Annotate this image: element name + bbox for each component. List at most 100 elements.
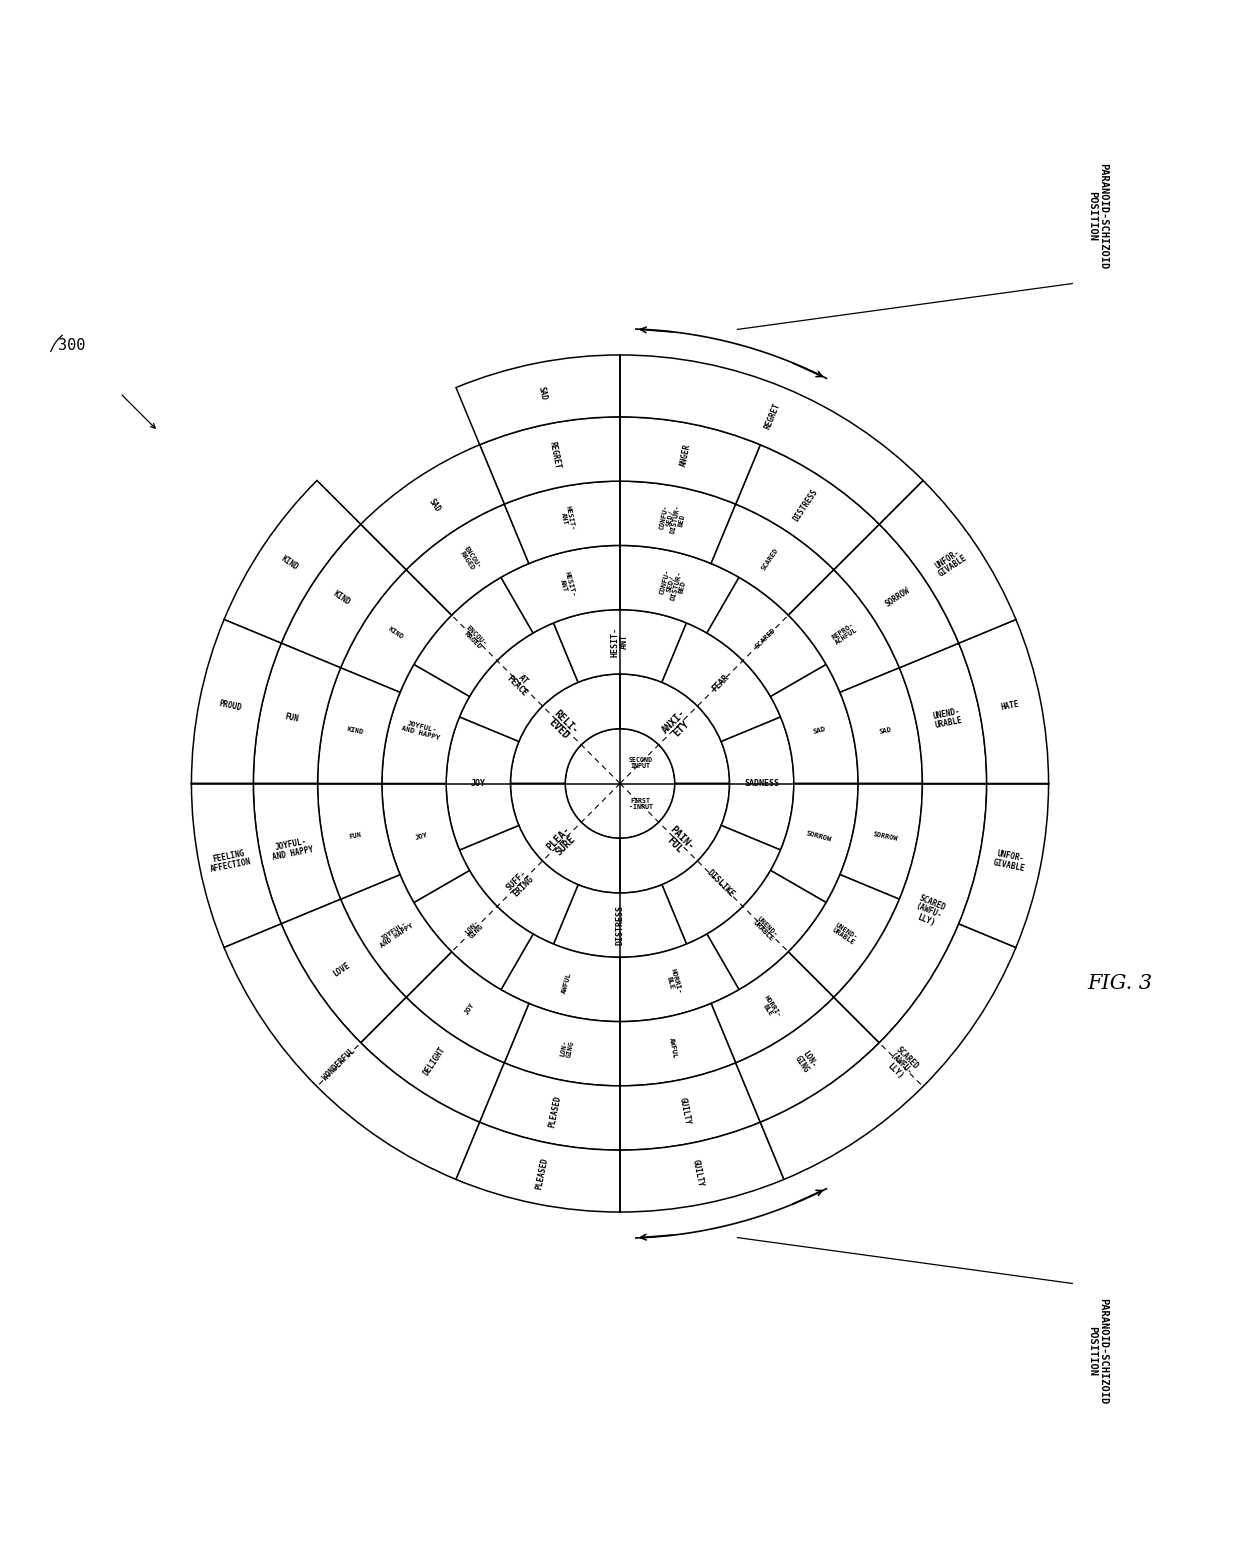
Text: HESIT-
ANT: HESIT- ANT [611,627,629,657]
Wedge shape [770,784,858,903]
Wedge shape [620,1122,784,1211]
Text: SCARED: SCARED [754,627,777,649]
Text: JOY: JOY [464,1001,476,1015]
Text: REGRET: REGRET [548,440,562,470]
Text: SAD: SAD [812,726,826,735]
Wedge shape [511,674,620,784]
Text: HORRI-
BLE: HORRI- BLE [665,968,682,997]
Text: PLEASED: PLEASED [547,1095,562,1128]
Wedge shape [722,718,794,849]
Wedge shape [707,870,826,990]
Wedge shape [341,570,451,693]
Wedge shape [341,874,451,997]
Text: JOYFUL-
AND HAPPY: JOYFUL- AND HAPPY [376,918,414,950]
Text: SAD: SAD [537,385,548,401]
Wedge shape [317,784,401,899]
Wedge shape [620,481,735,564]
Wedge shape [735,997,879,1122]
Text: AWFUL: AWFUL [560,972,573,993]
Text: DISTRESS: DISTRESS [792,487,820,523]
Wedge shape [620,356,923,525]
Text: DELIGHT: DELIGHT [422,1045,446,1078]
Wedge shape [281,899,407,1042]
Text: HESIT-
ANT: HESIT- ANT [558,570,575,599]
Text: UNEND-
URABLE: UNEND- URABLE [753,915,779,943]
Text: KIND: KIND [346,726,363,735]
Wedge shape [407,505,529,616]
Text: DISLIKE: DISLIKE [704,868,735,899]
Text: SORROW: SORROW [872,831,898,841]
Wedge shape [505,1003,620,1086]
Text: PROUD: PROUD [218,699,242,713]
Wedge shape [253,784,341,925]
Text: FIG. 3: FIG. 3 [1087,975,1152,993]
Wedge shape [511,784,620,893]
Text: SORROW: SORROW [884,586,913,610]
Wedge shape [224,481,361,642]
Wedge shape [711,505,833,616]
Text: LON-
GING: LON- GING [559,1039,575,1058]
Wedge shape [711,951,833,1062]
Text: UNFOR-
GIVABLE: UNFOR- GIVABLE [992,849,1028,873]
Text: HATE: HATE [999,700,1021,711]
Text: LON-
GING: LON- GING [464,918,485,940]
Wedge shape [839,668,923,784]
Text: FUN: FUN [284,713,300,724]
Text: ENCOU-
RAGED: ENCOU- RAGED [458,545,482,574]
Wedge shape [833,784,987,1042]
Wedge shape [414,577,533,697]
Text: KIND: KIND [279,553,300,572]
Text: AWFUL: AWFUL [667,1037,678,1059]
Text: SAD: SAD [878,727,892,735]
Text: SUFF-
ERING: SUFF- ERING [505,868,534,899]
Wedge shape [382,664,470,784]
Text: UNEND-
URABLE: UNEND- URABLE [831,921,858,946]
Text: PAIN-
FUL: PAIN- FUL [661,824,696,859]
Wedge shape [899,642,987,784]
Wedge shape [735,445,879,570]
Wedge shape [414,870,533,990]
Text: SORROW: SORROW [806,831,832,843]
Wedge shape [191,784,281,948]
Text: PARANOID-SCHIZOID
POSITION: PARANOID-SCHIZOID POSITION [1086,163,1109,270]
Text: UNEND-
URABLE: UNEND- URABLE [932,707,963,730]
Wedge shape [662,826,780,943]
Text: FIRST
-INPUT: FIRST -INPUT [629,798,652,810]
Wedge shape [833,525,959,668]
Wedge shape [789,874,899,997]
Wedge shape [620,1003,735,1086]
Wedge shape [879,481,1016,642]
Wedge shape [456,356,620,445]
Text: REPRO-
ACHFUL: REPRO- ACHFUL [831,621,858,646]
Wedge shape [253,642,341,784]
Wedge shape [662,624,780,741]
Text: JOY: JOY [471,779,486,788]
Text: FEAR: FEAR [711,674,730,694]
Wedge shape [839,784,923,899]
Wedge shape [620,417,760,505]
Wedge shape [760,925,1016,1180]
Text: AT
PEACE: AT PEACE [505,668,534,699]
Text: KIND: KIND [387,627,404,641]
Wedge shape [501,545,620,633]
Wedge shape [460,826,578,943]
Wedge shape [460,624,578,741]
Wedge shape [505,481,620,564]
Text: SAD: SAD [427,497,441,514]
Wedge shape [501,934,620,1022]
Text: RELI-
EVED: RELI- EVED [544,708,579,743]
Text: CONFU-
SED/
DISTUR-
BED: CONFU- SED/ DISTUR- BED [657,567,689,602]
Text: PARANOID-SCHIZOID
POSITION: PARANOID-SCHIZOID POSITION [1086,1297,1109,1404]
Wedge shape [553,610,687,682]
Wedge shape [407,951,529,1062]
Text: JOYFUL-
AND HAPPY: JOYFUL- AND HAPPY [401,719,441,741]
Wedge shape [620,934,739,1022]
Text: KIND: KIND [331,589,352,606]
Wedge shape [959,619,1049,784]
Wedge shape [620,1062,760,1150]
Text: HESIT-
ANT: HESIT- ANT [559,505,575,533]
Wedge shape [620,674,729,784]
Text: GUILTY: GUILTY [678,1097,692,1127]
Text: SCARED: SCARED [760,547,780,570]
Wedge shape [480,1062,620,1150]
